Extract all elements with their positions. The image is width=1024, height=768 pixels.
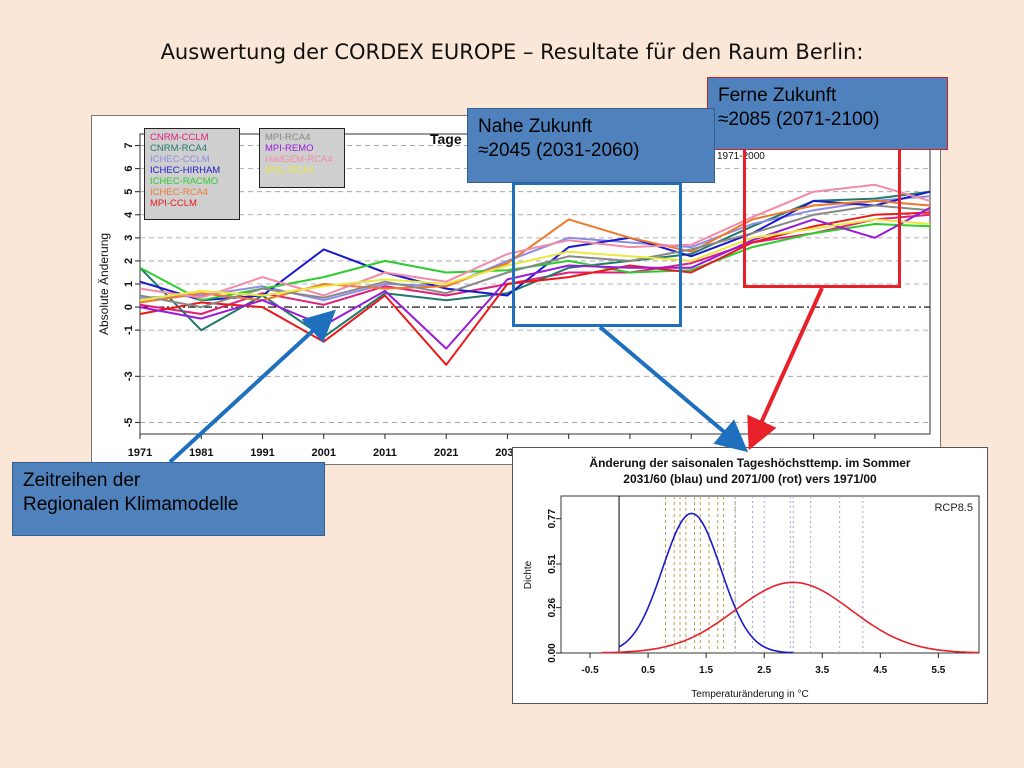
series-line <box>139 199 931 304</box>
y-tick-label: 6 <box>123 166 135 172</box>
x-tick-label: 1971 <box>128 447 152 459</box>
x-tick-label: 1981 <box>189 447 213 459</box>
y-tick-label: 1 <box>123 281 135 287</box>
x-tick-label: 4.5 <box>873 665 887 676</box>
x-axis-label: Temperaturänderung in °C <box>691 689 808 700</box>
x-tick-label: 3.5 <box>815 665 829 676</box>
slide-title: Auswertung der CORDEX EUROPE – Resultate… <box>160 40 864 64</box>
density-title-line1: Änderung der saisonalen Tageshöchsttemp.… <box>589 456 911 470</box>
legend-right: MPI-RCA4 MPI-REMO HadGEM-RCA4 IPSL-RCA4 <box>259 128 345 188</box>
near-future-label: Nahe Zukunft <box>478 116 593 137</box>
y-tick-label: 4 <box>123 211 135 218</box>
legend-entry: MPI-REMO <box>265 143 314 154</box>
legend-entry: MPI-CCLM <box>150 198 197 209</box>
far-future-frame <box>743 146 901 288</box>
x-tick-label: 2.5 <box>757 665 771 676</box>
far-future-label: Ferne Zukunft <box>718 85 837 106</box>
x-tick-label: 1.5 <box>699 665 713 676</box>
near-future-callout: Nahe Zukunft ≈2045 (2031-2060) <box>467 108 715 183</box>
x-tick-label: 0.5 <box>641 665 655 676</box>
series-line <box>139 183 931 299</box>
x-tick-label: 2021 <box>434 447 458 459</box>
y-tick-label: 0.51 <box>547 554 558 574</box>
model-series-label-1: Zeitreihen der <box>23 470 141 491</box>
legend-entry: CNRM-RCA4 <box>150 143 207 154</box>
scenario-label: RCP8.5 <box>934 502 973 514</box>
chart-title: Tage <box>430 131 462 147</box>
y-tick-label: 5 <box>123 189 135 195</box>
legend-entry: IPSL-RCA4 <box>265 165 315 176</box>
series-line <box>139 206 931 350</box>
y-tick-label: -3 <box>123 371 135 381</box>
y-tick-label: 2 <box>123 258 135 264</box>
far-future-callout: Ferne Zukunft ≈2085 (2071-2100) <box>707 77 948 150</box>
legend-entry: ICHEC-RCA4 <box>150 187 209 198</box>
legend-entry: ICHEC-CCLM <box>150 154 210 165</box>
legend-entry: HadGEM-RCA4 <box>265 154 333 165</box>
model-series-callout: Zeitreihen der Regionalen Klimamodelle <box>12 462 325 536</box>
legend-entry: CNRM-CCLM <box>150 132 209 143</box>
series-line <box>139 223 931 302</box>
far-future-range: ≈2085 (2071-2100) <box>718 109 880 130</box>
y-tick-label: -5 <box>123 418 135 428</box>
series-line <box>139 211 931 366</box>
density-curve <box>618 512 794 654</box>
y-tick-label: 0.00 <box>547 643 558 663</box>
reference-period-label: 1971-2000 <box>717 151 765 162</box>
series-line <box>139 190 931 302</box>
legend-entry: ICHEC-HIRHAM <box>150 165 221 176</box>
x-tick-label: 5.5 <box>931 665 945 676</box>
model-series-label-2: Regionalen Klimamodelle <box>23 494 239 515</box>
density-title-line2: 2031/60 (blau) und 2071/00 (rot) vers 19… <box>623 472 877 486</box>
y-axis-label: Absolute Änderung <box>97 233 111 335</box>
x-tick-label: 1991 <box>250 447 274 459</box>
legend-entry: ICHEC-RACMO <box>150 176 219 187</box>
y-tick-label: 0.77 <box>547 509 558 529</box>
x-tick-label: -0.5 <box>581 665 599 676</box>
series-line <box>139 204 931 309</box>
y-tick-label: -1 <box>123 325 135 335</box>
legend-entry: MPI-RCA4 <box>265 132 311 143</box>
series-line <box>139 218 931 302</box>
legend-left: CNRM-CCLM CNRM-RCA4 ICHEC-CCLM ICHEC-HIRHAM… <box>144 128 240 220</box>
near-future-range: ≈2045 (2031-2060) <box>478 140 640 161</box>
y-tick-label: 0.26 <box>547 597 558 617</box>
near-future-frame <box>512 182 682 327</box>
density-plot-area: 0.00 0.26 0.51 0.77 -0.5 0.5 1.5 2.5 3.5 4.5 5.5 Te… <box>523 495 980 700</box>
y-tick-label: 3 <box>123 235 135 241</box>
y-tick-label: 0 <box>123 304 135 310</box>
density-chart: Änderung der saisonalen Tageshöchsttemp.… <box>512 447 988 704</box>
density-curve <box>601 581 980 654</box>
density-frame <box>560 495 980 654</box>
y-axis-label: Dichte <box>523 560 534 589</box>
x-tick-label: 2011 <box>373 447 397 459</box>
y-tick-label: 7 <box>123 142 135 148</box>
x-tick-label: 2001 <box>311 447 335 459</box>
